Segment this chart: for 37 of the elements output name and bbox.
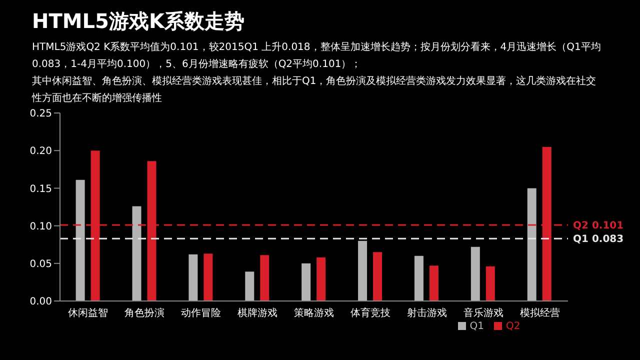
legend-label: Q1	[470, 321, 484, 332]
x-tick-label: 体育竞技	[350, 307, 390, 320]
bar	[204, 254, 213, 301]
y-tick-label: 0.20	[30, 146, 52, 158]
bar	[245, 272, 254, 301]
x-tick-label: 策略游戏	[294, 307, 334, 320]
x-tick-label: 动作冒险	[181, 307, 222, 320]
y-tick-label: 0.00	[30, 296, 52, 308]
y-tick-label: 0.05	[30, 258, 52, 270]
bar	[486, 266, 495, 301]
y-tick-label: 0.15	[30, 184, 52, 195]
x-tick-label: 棋牌游戏	[238, 307, 278, 320]
y-tick-label: 0.25	[30, 108, 52, 120]
x-tick-label: 音乐游戏	[463, 307, 504, 320]
chart-subtitle: HTML5游戏Q2 K系数平均值为0.101，较2015Q1 上升0.018，整体呈加速增长趋势；按月份划分看来，4月迅速增长（Q1平均0.083，1-4月平均0.100），5、6月份增速略有疲软（Q2平均0.101）；	[31, 40, 602, 72]
bar	[316, 257, 326, 301]
x-tick-label: 角色扮演	[124, 307, 165, 320]
ref-line-label: Q1 0.083	[573, 234, 624, 246]
bar	[470, 246, 480, 301]
text: 其中休闲益智、角色扮演、模拟经营类游戏表现甚佳，相比于Q1，角色扮演及模拟经营类游戏发力效果显著，这几类游戏在社交性方面也在不断的增强传播性	[30, 74, 598, 106]
legend-label: Q2	[506, 321, 520, 332]
bar	[132, 206, 142, 301]
bar	[358, 240, 368, 301]
bar	[76, 180, 85, 301]
bar	[302, 263, 311, 301]
chart-title: HTML5游戏K系数走势	[31, 8, 246, 35]
bar	[260, 255, 270, 301]
x-tick-label: 休闲益智	[68, 307, 108, 320]
bar	[429, 266, 438, 301]
bar	[188, 254, 198, 301]
bar	[373, 252, 382, 301]
x-tick-label: 模拟经营	[520, 307, 560, 320]
x-tick-label: 射击游戏	[406, 307, 447, 320]
ref-line-label: Q2 0.101	[573, 220, 624, 232]
bar	[527, 188, 536, 301]
y-tick-label: 0.10	[30, 221, 52, 232]
bar	[414, 256, 424, 301]
